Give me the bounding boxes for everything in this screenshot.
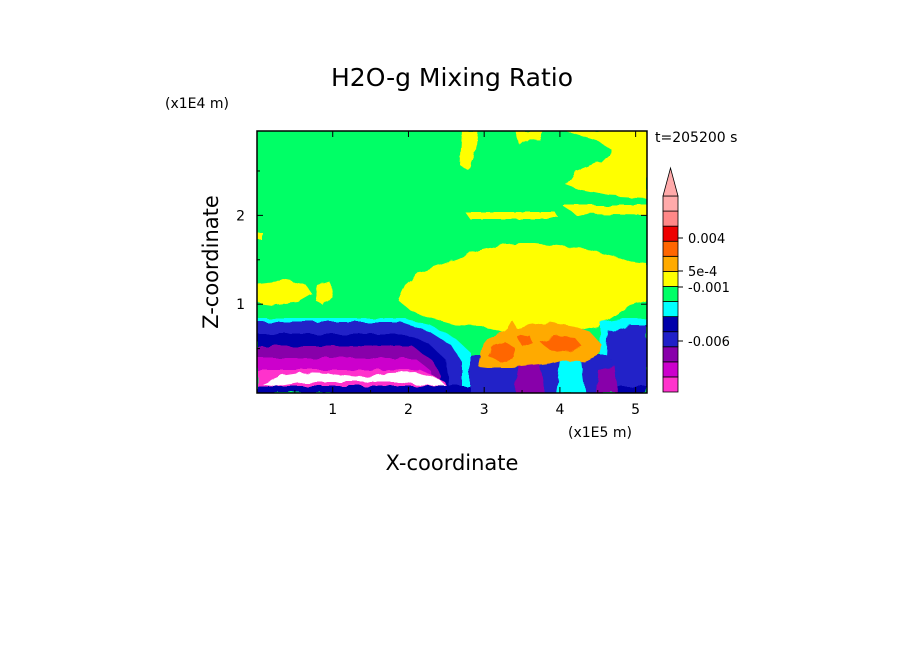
colorbar-label-1: 5e-4 — [688, 265, 717, 280]
colorbar-swatch-10 — [662, 225, 679, 242]
colorbar-swatch-4 — [662, 316, 679, 333]
white-pocket — [262, 372, 446, 386]
colorbar-swatch-7 — [662, 270, 679, 287]
surface-strip — [257, 386, 647, 393]
colorbar-swatch-2 — [662, 346, 679, 363]
chart-title: H2O-g Mixing Ratio — [331, 63, 573, 92]
x-axis-title: X-coordinate — [386, 451, 519, 475]
lower-dry-layer — [257, 318, 647, 393]
plot-area — [257, 131, 647, 393]
colorbar-swatch-0 — [662, 376, 679, 393]
colorbar — [662, 166, 683, 393]
x-tick-label-4: 5 — [631, 402, 640, 418]
y-unit-label: (x1E4 m) — [165, 96, 229, 112]
colorbar-swatch-9 — [662, 240, 679, 257]
mid-moist-layer — [257, 243, 647, 337]
convective-core — [478, 320, 602, 368]
x-unit-label: (x1E5 m) — [568, 425, 632, 441]
upper-moist-layer — [257, 131, 647, 240]
y-tick-label-1: 2 — [236, 208, 245, 224]
colorbar-label-2: -0.001 — [688, 281, 730, 296]
plot-frame — [256, 130, 648, 394]
x-axis: 1 2 3 4 5 — [294, 131, 640, 418]
colorbar-swatch-1 — [662, 361, 679, 378]
colorbar-label-3: -0.006 — [688, 335, 730, 350]
x-tick-label-0: 1 — [328, 402, 337, 418]
time-label: t=205200 s — [655, 130, 737, 146]
x-tick-label-2: 3 — [480, 402, 489, 418]
colorbar-extend-arrow — [662, 166, 679, 197]
colorbar-swatch-3 — [662, 331, 679, 348]
colorbar-label-0: 0.004 — [688, 232, 725, 247]
y-tick-label-0: 1 — [236, 297, 245, 313]
y-axis-title: Z-coordinate — [199, 195, 223, 329]
colorbar-swatch-12 — [662, 195, 679, 212]
colorbar-swatch-11 — [662, 210, 679, 227]
colorbar-swatch-8 — [662, 255, 679, 272]
x-tick-label-3: 4 — [555, 402, 564, 418]
colorbar-swatch-6 — [662, 286, 679, 302]
x-tick-label-1: 2 — [404, 402, 413, 418]
colorbar-labels: 0.004 5e-4 -0.001 -0.006 — [688, 232, 730, 350]
y-axis: 12 — [236, 170, 647, 350]
colorbar-swatch-5 — [662, 301, 679, 318]
